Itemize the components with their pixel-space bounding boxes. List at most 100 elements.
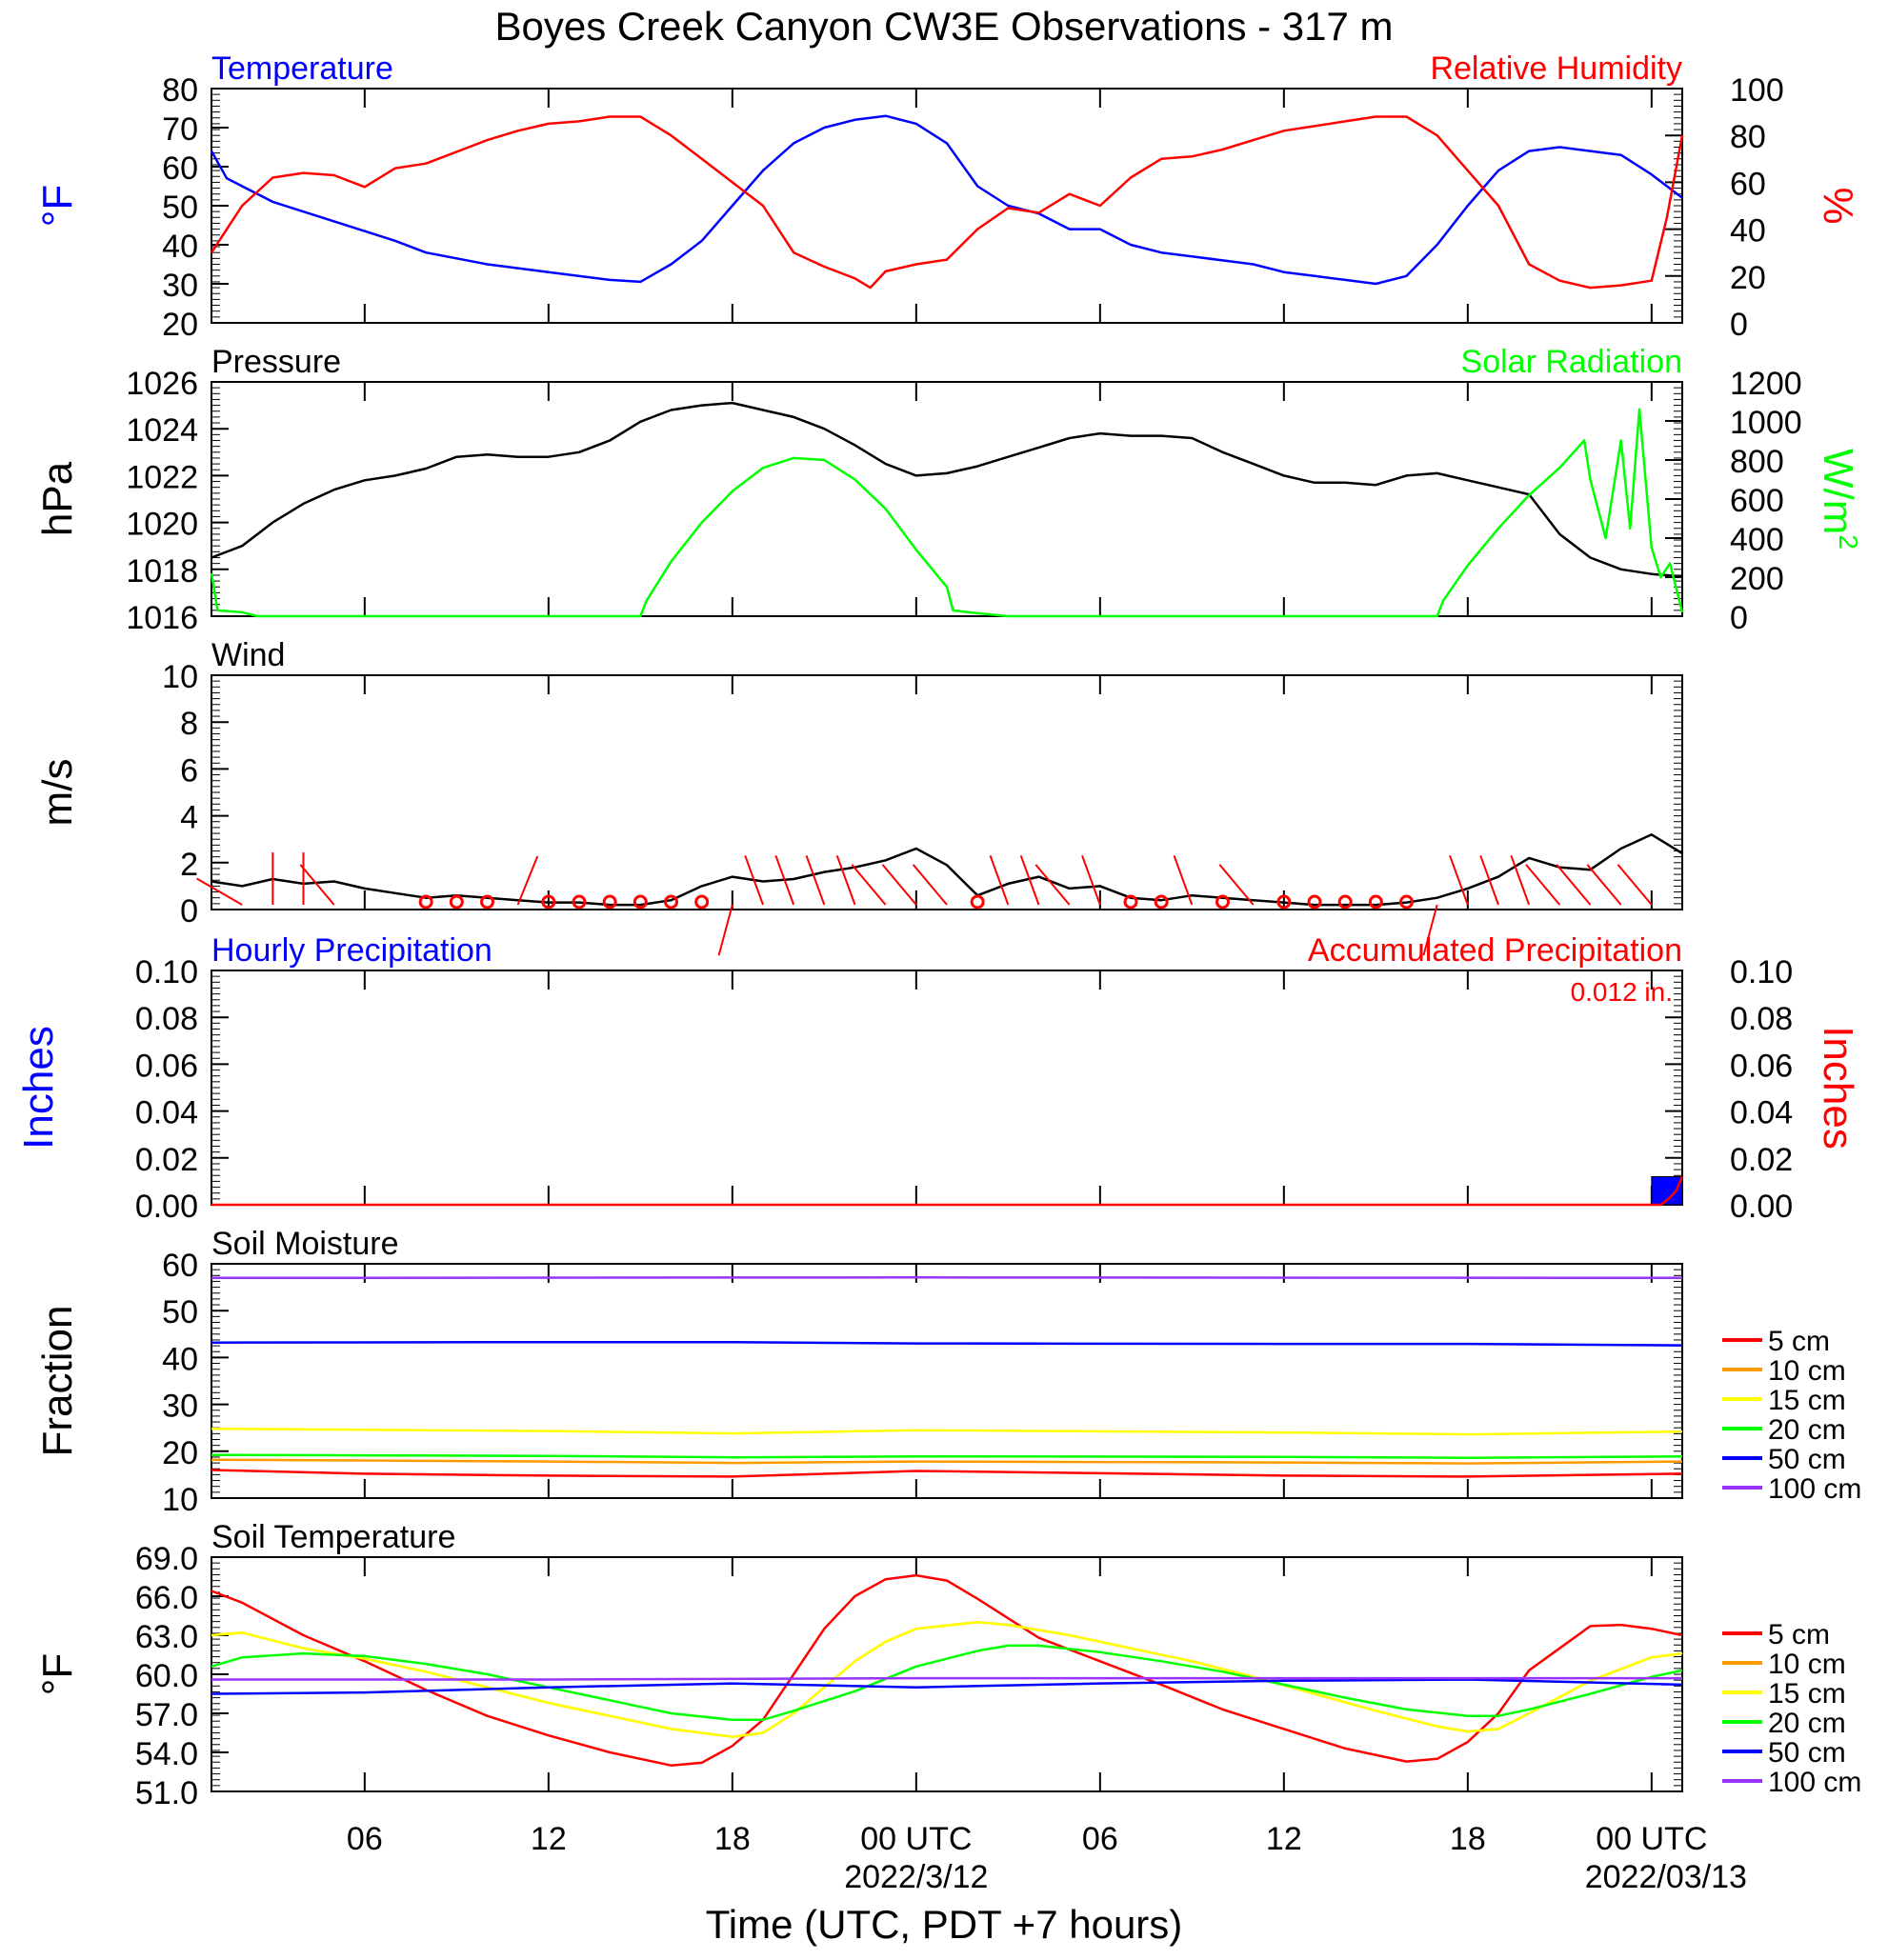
y-tick-label-left: 60 — [162, 1248, 198, 1284]
panel-wind: 0 2 4 6 8 10 Wind m/s — [34, 637, 1683, 956]
y-axis-label-left: Inches — [15, 1026, 62, 1150]
panel-title-left: Wind — [211, 637, 285, 673]
y-tick-label-left: 1020 — [126, 507, 198, 543]
series-line-relative-humidity — [210, 115, 1684, 290]
y-tick-label-left: 69.0 — [135, 1541, 198, 1577]
series-line-100-cm — [211, 1676, 1682, 1681]
y-tick-label-right: 20 — [1730, 260, 1766, 296]
legend-label: 50 cm — [1768, 1444, 1846, 1475]
wind-calm-marker — [694, 894, 710, 910]
y-tick-label-left: 4 — [180, 800, 198, 836]
x-date-label: 2022/03/13 — [1585, 1859, 1747, 1895]
x-tick-label: 12 — [1266, 1821, 1302, 1857]
y-tick-label-left: 1018 — [126, 553, 198, 590]
y-tick-label-left: 54.0 — [135, 1736, 198, 1772]
series-line-solar-radiation — [210, 408, 1684, 618]
y-tick-label-left: 10 — [162, 1482, 198, 1518]
wind-barb — [1479, 854, 1499, 906]
y-tick-label-left: 1016 — [126, 600, 198, 636]
panel-precip: 0.00 0.02 0.04 0.06 0.08 0.10 0.00 0.02 0.04 0.06… — [15, 932, 1861, 1225]
series-line-100-cm — [211, 1276, 1683, 1280]
legend-label: 15 cm — [1768, 1678, 1846, 1710]
wind-barb — [774, 854, 795, 906]
y-tick-label-left: 0 — [180, 893, 198, 930]
wind-calm-marker — [418, 894, 433, 910]
wind-calm-marker — [602, 894, 617, 910]
panel-title-left: Pressure — [211, 344, 341, 380]
y-tick-label-right: 0.08 — [1730, 1001, 1793, 1037]
wind-calm-marker — [1399, 894, 1414, 910]
wind-barb — [1034, 864, 1071, 906]
wind-calm-marker — [449, 894, 464, 910]
wind-calm-marker — [633, 894, 648, 910]
y-tick-label-left: 6 — [180, 752, 198, 789]
wind-barb — [1586, 864, 1622, 906]
wind-barb — [805, 854, 826, 906]
wind-barb — [717, 904, 733, 956]
y-tick-label-right: 0.00 — [1730, 1189, 1793, 1225]
wind-calm-marker — [1276, 894, 1292, 910]
wind-barb — [912, 864, 948, 906]
wind-barb — [1525, 864, 1561, 906]
y-tick-label-left: 40 — [162, 1341, 198, 1377]
y-tick-label-right: 200 — [1730, 561, 1784, 597]
series-line-5-cm — [211, 1469, 1683, 1478]
panel-title-left: Temperature — [211, 50, 393, 87]
panel-title-right: Solar Radiation — [1461, 344, 1682, 380]
legend-label: 5 cm — [1768, 1619, 1830, 1650]
y-tick-label-right: 60 — [1730, 166, 1766, 202]
panel-title-right: Accumulated Precipitation — [1308, 932, 1682, 969]
y-axis-label-left: m/s — [34, 759, 81, 827]
x-tick-label: 06 — [347, 1821, 383, 1857]
x-tick-label: 00 UTC — [860, 1821, 972, 1857]
y-tick-label-left: 20 — [162, 307, 198, 343]
figure-title: Boyes Creek Canyon CW3E Observations - 3… — [494, 4, 1393, 49]
series-line-10-cm — [211, 1458, 1683, 1465]
wind-barb — [1081, 854, 1101, 906]
y-tick-label-left: 57.0 — [135, 1697, 198, 1733]
y-tick-label-right: 0.04 — [1730, 1095, 1793, 1131]
y-tick-label-left: 70 — [162, 111, 198, 148]
y-axis-label-left: Fraction — [34, 1306, 81, 1457]
wind-barb — [835, 854, 856, 906]
y-tick-label-left: 51.0 — [135, 1775, 198, 1811]
wind-barb — [1019, 854, 1040, 906]
y-tick-label-left: 1024 — [126, 412, 198, 449]
y-tick-label-left: 40 — [162, 229, 198, 265]
wind-calm-marker — [1337, 894, 1353, 910]
x-tick-label: 18 — [1450, 1821, 1486, 1857]
y-tick-label-left: 1022 — [126, 459, 198, 495]
wind-calm-marker — [1154, 894, 1169, 910]
wind-barb — [989, 854, 1010, 906]
series-line-accumulated-precipitation — [211, 1176, 1684, 1207]
series-line-15-cm — [211, 1427, 1683, 1436]
panel-soil_moisture: 10 20 30 40 50 60 Soil Moisture Fraction 5 cm10 … — [34, 1226, 1861, 1518]
series-line-5-cm — [211, 1573, 1683, 1767]
y-tick-label-left: 0.00 — [135, 1189, 198, 1225]
series-line-15-cm — [211, 1621, 1683, 1738]
y-axis-label-left: °F — [34, 1653, 81, 1695]
y-tick-label-right: 80 — [1730, 119, 1766, 155]
y-tick-label-right: 0.02 — [1730, 1142, 1793, 1178]
wind-barb — [1449, 854, 1469, 906]
y-tick-label-left: 66.0 — [135, 1580, 198, 1616]
wind-barb — [851, 864, 887, 906]
y-axis-label-left: hPa — [34, 461, 81, 536]
wind-barb — [1510, 854, 1531, 906]
y-axis-label-right: % — [1815, 187, 1861, 224]
x-tick-label: 12 — [531, 1821, 567, 1857]
y-tick-label-right: 0 — [1730, 600, 1748, 636]
y-tick-label-left: 63.0 — [135, 1619, 198, 1655]
wind-calm-marker — [572, 894, 587, 910]
wind-calm-marker — [1123, 894, 1138, 910]
y-tick-label-left: 60.0 — [135, 1658, 198, 1694]
legend-label: 15 cm — [1768, 1385, 1846, 1416]
y-tick-label-left: 0.04 — [135, 1095, 198, 1131]
x-date-label: 2022/3/12 — [844, 1859, 988, 1895]
y-axis-label-right: Inches — [1815, 1026, 1861, 1150]
precip-annotation: 0.012 in. — [1571, 977, 1673, 1007]
y-tick-label-right: 400 — [1730, 522, 1784, 558]
panel-title-left: Soil Temperature — [211, 1519, 455, 1555]
